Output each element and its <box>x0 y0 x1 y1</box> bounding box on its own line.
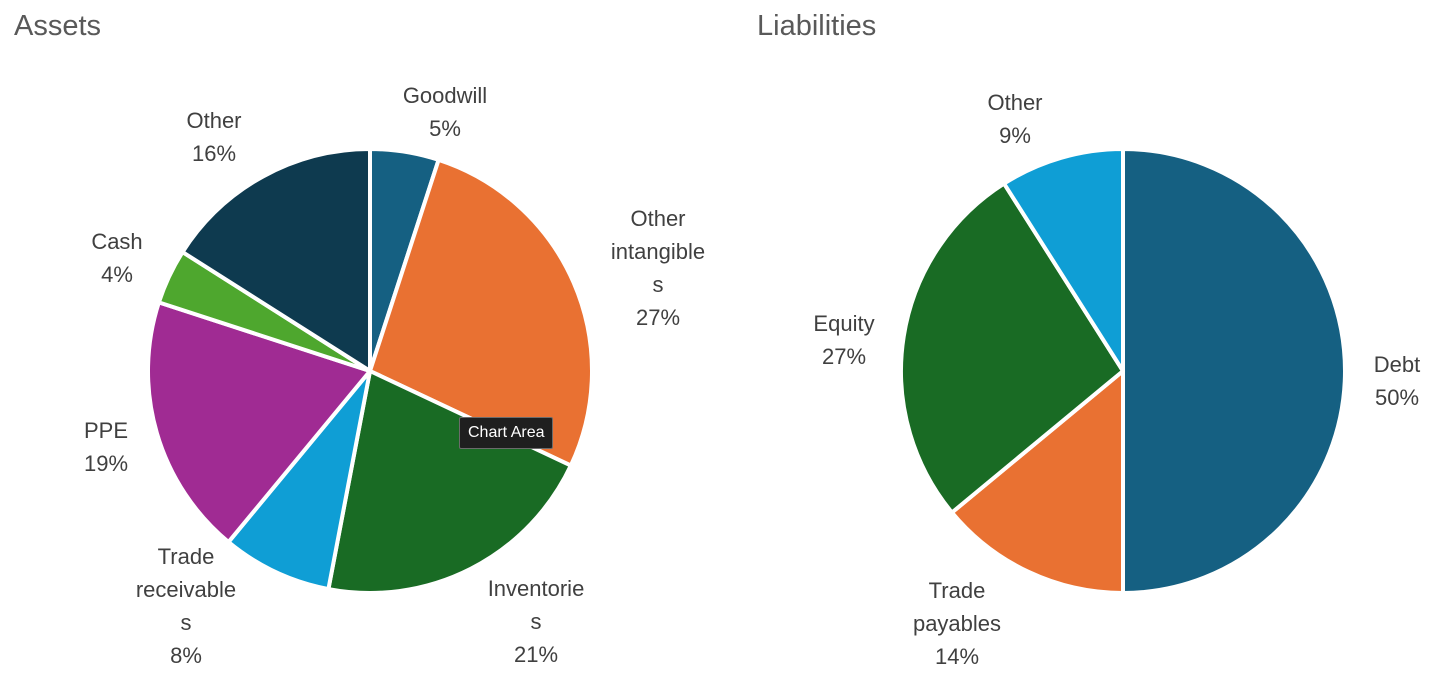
liabilities-slice-1[interactable] <box>949 369 1125 595</box>
assets-slice-2[interactable] <box>326 369 573 595</box>
liabilities-slice-label-3: Other 9% <box>987 90 1042 148</box>
assets-slice-label-2: Inventorie s 21% <box>488 576 585 667</box>
assets-slice-1[interactable] <box>368 157 594 468</box>
chart-area-tooltip: Chart Area <box>459 417 554 449</box>
liabilities-slice-3[interactable] <box>1002 147 1125 373</box>
liabilities-slice-label-2: Equity 27% <box>813 311 874 369</box>
assets-slice-6[interactable] <box>180 147 372 373</box>
assets-slice-label-1: Other intangible s 27% <box>611 206 705 330</box>
assets-slice-label-3: Trade receivable s 8% <box>136 544 236 668</box>
liabilities-pie-chart[interactable]: Debt 50% Trade payables 14% Equity 27% Other 9% <box>813 90 1420 669</box>
liabilities-slice-label-1: Trade payables 14% <box>913 578 1001 669</box>
assets-pie-chart[interactable]: Goodwill 5% Other intangible s 27% Inventorie s… <box>84 83 705 668</box>
assets-slice-4[interactable] <box>146 300 372 545</box>
liabilities-slice-0[interactable] <box>1121 147 1347 595</box>
liabilities-slice-2[interactable] <box>899 181 1125 515</box>
assets-slice-3[interactable] <box>226 369 372 592</box>
assets-slice-label-5: Cash 4% <box>91 229 142 287</box>
assets-slice-label-4: PPE 19% <box>84 418 128 476</box>
liabilities-slice-label-0: Debt 50% <box>1374 352 1420 410</box>
assets-slice-label-6: Other 16% <box>186 108 241 166</box>
assets-slice-label-0: Goodwill 5% <box>403 83 487 141</box>
assets-chart-title: Assets <box>14 10 102 42</box>
liabilities-chart-title: Liabilities <box>757 10 877 42</box>
